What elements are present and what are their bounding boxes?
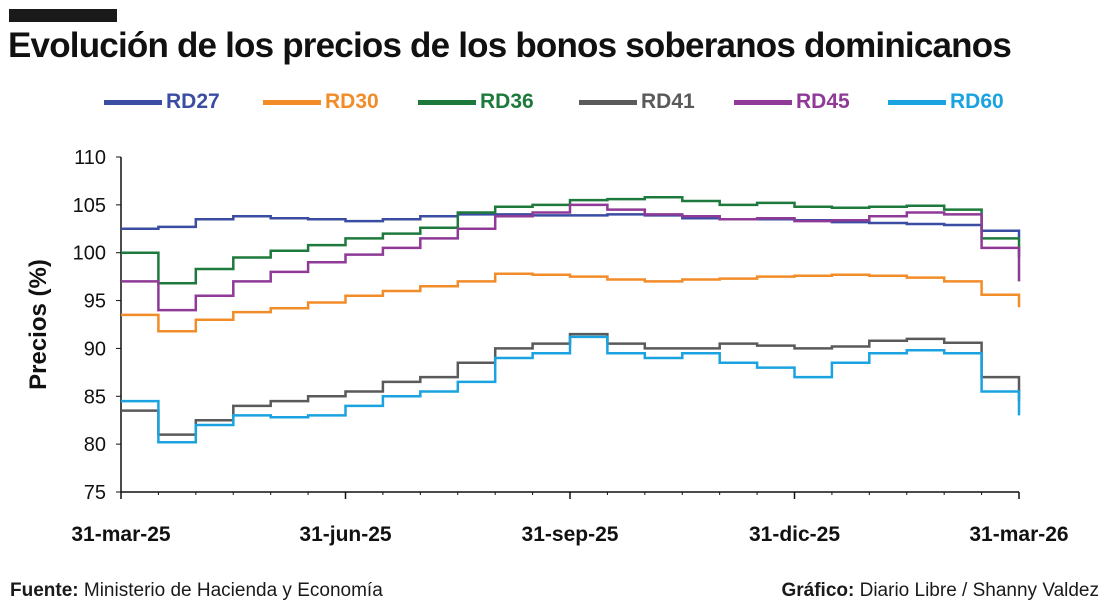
- y-axis-label: Precios (%): [25, 259, 52, 390]
- legend-item-rd45: RD45: [734, 90, 850, 114]
- legend-swatch: [888, 99, 946, 105]
- legend-item-rd60: RD60: [888, 90, 1004, 114]
- y-tick-label: 80: [84, 434, 106, 456]
- credit-note: Gráfico: Diario Libre / Shanny Valdez: [781, 580, 1099, 602]
- x-tick-label: 31-mar-25: [71, 523, 171, 546]
- y-tick-label: 100: [73, 243, 106, 265]
- legend-swatch: [263, 99, 321, 105]
- y-tick-label: 75: [84, 482, 106, 504]
- legend-item-rd36: RD36: [418, 90, 534, 114]
- y-tick-label: 105: [73, 195, 106, 217]
- legend-swatch: [734, 99, 792, 105]
- legend-label: RD45: [796, 90, 850, 113]
- x-tick-label: 31-sep-25: [522, 523, 619, 546]
- x-tick-label: 31-dic-25: [749, 523, 840, 546]
- legend-label: RD36: [480, 90, 534, 113]
- legend-label: RD41: [641, 90, 695, 113]
- legend-item-rd27: RD27: [104, 90, 220, 114]
- legend-label: RD30: [325, 90, 379, 113]
- series-line-rd60: [121, 335, 1021, 444]
- credit-text: Diario Libre / Shanny Valdez: [854, 580, 1099, 601]
- source-label: Fuente:: [10, 580, 79, 601]
- chart-legend: RD27 RD30 RD36 RD41 RD45 RD60: [0, 90, 1109, 116]
- y-tick-label: 90: [84, 338, 106, 360]
- header-bar-decoration: [9, 9, 117, 22]
- series-line-rd27: [121, 213, 1021, 238]
- y-tick-label: 95: [84, 291, 106, 313]
- legend-label: RD27: [166, 90, 220, 113]
- y-tick-label: 85: [84, 386, 106, 408]
- source-note: Fuente: Ministerio de Hacienda y Economí…: [10, 580, 383, 602]
- source-text: Ministerio de Hacienda y Economía: [78, 580, 383, 601]
- legend-item-rd30: RD30: [263, 90, 379, 114]
- series-line-rd36: [121, 195, 1021, 285]
- x-tick-label: 31-mar-26: [969, 523, 1068, 546]
- x-tick-label: 31-jun-25: [299, 523, 392, 546]
- legend-swatch: [104, 99, 162, 105]
- chart-title: Evolución de los precios de los bonos so…: [8, 26, 1012, 65]
- series-line-rd30: [121, 272, 1021, 333]
- legend-item-rd41: RD41: [579, 90, 695, 114]
- legend-swatch: [418, 99, 476, 105]
- credit-label: Gráfico:: [781, 580, 855, 601]
- legend-swatch: [579, 99, 637, 105]
- legend-label: RD60: [950, 90, 1004, 113]
- series-line-rd45: [121, 203, 1021, 312]
- y-tick-label: 110: [74, 147, 106, 169]
